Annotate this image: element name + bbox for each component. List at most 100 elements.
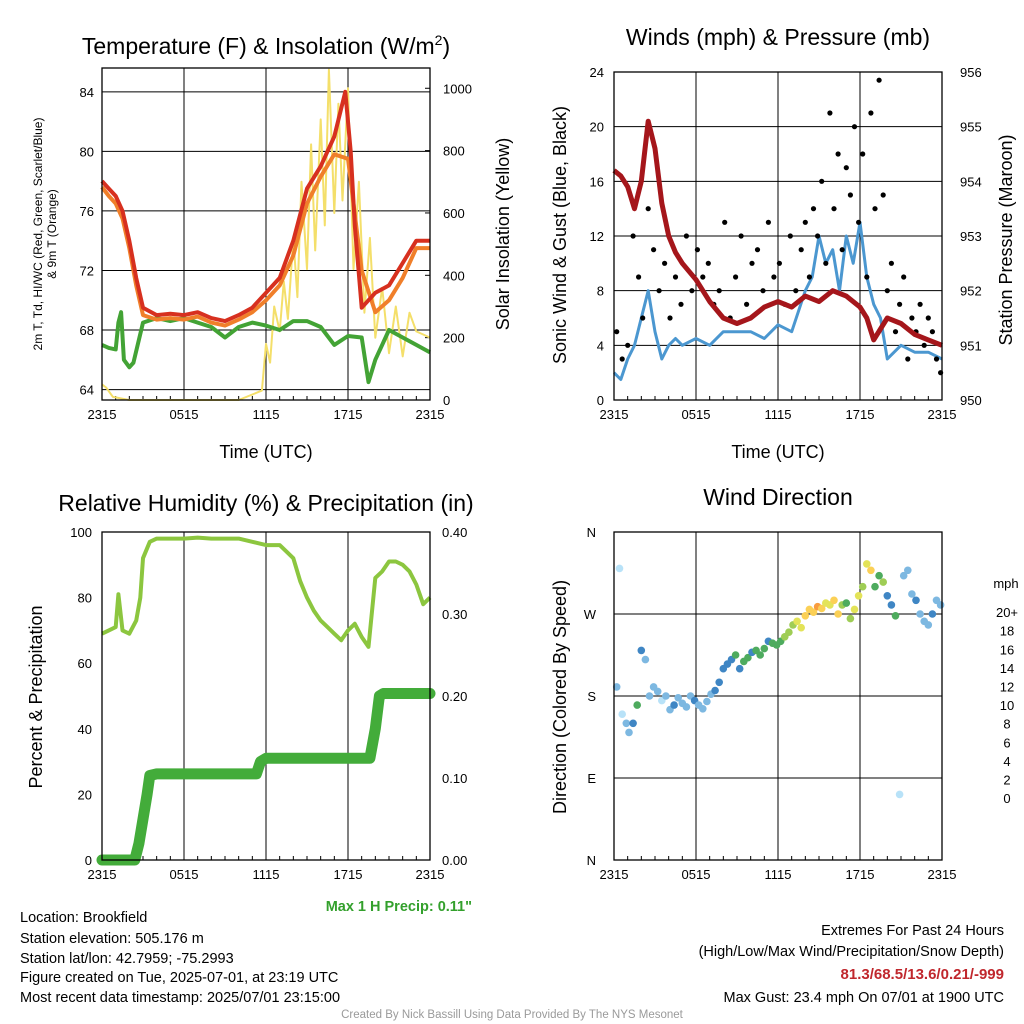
y-tick-label: 68 (80, 323, 94, 338)
direction-point (924, 621, 933, 629)
gust-point (689, 288, 695, 294)
direction-point (615, 564, 624, 573)
gust-point (760, 288, 766, 294)
temp-series-line (100, 89, 430, 324)
gust-point (651, 247, 657, 253)
extremes-description: (High/Low/Max Wind/Precipitation/Snow De… (699, 944, 1004, 960)
x-tick-label: 0515 (170, 867, 199, 882)
x-tick-label: 2315 (928, 867, 957, 882)
y-tick-label: 0 (85, 853, 92, 868)
gust-point (888, 260, 895, 266)
legend-label: 18 (1000, 624, 1014, 639)
elevation-text: Station elevation: 505.176 m (20, 931, 204, 947)
y2-tick-label: 950 (960, 393, 982, 408)
x-tick-label: 1115 (765, 407, 792, 422)
direction-point (891, 612, 900, 620)
direction-point (854, 592, 863, 600)
direction-point (867, 566, 875, 575)
y-tick-label: N (587, 525, 596, 540)
x-tick-label: 0515 (682, 867, 711, 882)
x-tick-label: 1115 (765, 867, 792, 882)
y-tick-label: N (587, 853, 596, 868)
gust-point (694, 247, 701, 253)
direction-point (715, 678, 723, 687)
y2-tick-label: 0 (443, 393, 450, 408)
y-tick-label: 20 (590, 120, 604, 135)
gust-point (847, 192, 854, 198)
x-tick-label: 2315 (600, 867, 629, 882)
y2-tick-label: 0.00 (442, 853, 467, 868)
y-tick-label: 64 (80, 383, 94, 398)
gust-point (802, 219, 808, 225)
speed-legend: 20+ 18 16 14 12 10 8 6 4 2 0 (996, 605, 1018, 806)
location-text: Location: Brookfield (20, 910, 147, 926)
gust-point (645, 206, 651, 212)
gust-point (662, 260, 668, 266)
gust-point (640, 315, 646, 321)
winds-title: Winds (mph) & Pressure (mb) (626, 24, 930, 50)
gust-point (876, 77, 882, 83)
direction-point (622, 719, 631, 728)
temp-y2-axis-label: Solar Insolation (Yellow) (493, 138, 513, 330)
gust-point (892, 329, 899, 335)
humidity-title: Relative Humidity (%) & Precipitation (i… (58, 490, 473, 516)
gust-point (630, 233, 636, 239)
extremes-title: Extremes For Past 24 Hours (821, 923, 1004, 939)
direction-point (916, 610, 924, 618)
y-tick-label: 4 (597, 338, 604, 353)
gust-point (667, 315, 673, 321)
x-tick-label: 2315 (88, 867, 117, 882)
recent-data-text: Most recent data timestamp: 2025/07/01 2… (20, 990, 340, 1006)
rh-y-axis-label: Percent & Precipitation (26, 605, 46, 788)
x-tick-label: 2315 (416, 407, 445, 422)
direction-point (834, 610, 842, 618)
gust-point (793, 288, 799, 294)
direction-point (670, 701, 678, 709)
direction-point (801, 612, 810, 620)
gust-point (733, 274, 739, 280)
y2-tick-label: 954 (960, 174, 982, 189)
direction-point (618, 710, 626, 718)
wind-x-axis-label: Time (UTC) (731, 442, 824, 462)
y2-tick-label: 1000 (443, 81, 472, 96)
temperature-title: Temperature (F) & Insolation (W/m2) (82, 32, 450, 59)
y-tick-label: 20 (78, 787, 92, 802)
x-tick-label: 1715 (846, 407, 875, 422)
y-tick-label: 16 (590, 174, 604, 189)
direction-point (760, 644, 769, 653)
direction-point (785, 628, 793, 636)
direction-point (682, 703, 691, 711)
direction-point (711, 686, 719, 695)
gust-point (827, 110, 833, 116)
legend-label: 14 (1000, 661, 1014, 676)
x-tick-label: 1115 (253, 407, 280, 422)
y-tick-label: 12 (590, 229, 604, 244)
y-tick-label: 80 (80, 144, 94, 159)
gust-point (722, 219, 728, 225)
legend-label: 12 (1000, 680, 1014, 695)
y2-tick-label: 0.40 (442, 525, 467, 540)
plot-frame (613, 71, 943, 401)
gust-point (897, 301, 903, 307)
direction-point (887, 601, 896, 609)
gust-point (851, 124, 858, 130)
direction-point (629, 719, 637, 728)
legend-label: 16 (1000, 642, 1014, 657)
direction-point (641, 655, 650, 664)
direction-point (703, 697, 711, 706)
temp-y-axis-label-2: & 9m T (Orange) (45, 189, 59, 279)
y-tick-label: 84 (80, 85, 94, 100)
gust-point (872, 206, 878, 212)
direction-point (850, 605, 859, 614)
gust-point (625, 342, 631, 348)
legend-title: mph (993, 576, 1018, 591)
gust-point (839, 247, 845, 253)
legend-label: 8 (1003, 717, 1010, 732)
gust-point (909, 315, 915, 321)
gust-point (929, 329, 936, 335)
x-tick-label: 0515 (170, 407, 199, 422)
direction-point (793, 617, 801, 626)
direction-point (895, 790, 904, 799)
gust-point (678, 301, 684, 307)
